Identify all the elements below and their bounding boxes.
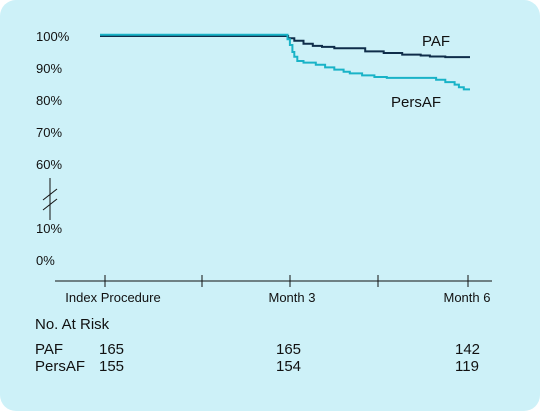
at-risk-persaf-index: 155 xyxy=(99,358,125,375)
at-risk-paf-month6: 142 xyxy=(455,341,481,358)
series-label-paf: PAF xyxy=(422,33,450,50)
y-tick-label-0: 100% xyxy=(36,29,70,44)
x-axis: Index Procedure Month 3 Month 6 xyxy=(55,275,492,305)
y-axis-break xyxy=(42,178,58,220)
y-tick-label-6: 0% xyxy=(36,253,55,268)
series-line-persaf xyxy=(100,33,470,91)
at-risk-persaf-month6: 119 xyxy=(455,358,479,375)
series-lines xyxy=(100,33,470,91)
at-risk-paf-index: 165 xyxy=(99,341,125,358)
y-tick-label-4: 60% xyxy=(36,157,62,172)
y-axis-break-slash-top xyxy=(42,188,58,201)
at-risk-title: No. At Risk xyxy=(35,316,110,333)
y-tick-label-2: 80% xyxy=(36,93,62,108)
y-tick-label-1: 90% xyxy=(36,61,62,76)
series-label-persaf: PersAF xyxy=(391,94,441,111)
at-risk-row-label-persaf: PersAF xyxy=(35,358,86,375)
at-risk-row-label-paf: PAF xyxy=(35,341,64,358)
x-tick-label-month-6: Month 6 xyxy=(444,290,491,305)
at-risk-paf-month3: 165 xyxy=(276,341,302,358)
y-tick-label-3: 70% xyxy=(36,125,62,140)
y-tick-label-5: 10% xyxy=(36,221,62,236)
x-tick-label-index: Index Procedure xyxy=(65,290,160,305)
x-tick-label-month-3: Month 3 xyxy=(269,290,316,305)
y-axis-ticks: 100% 90% 80% 70% 60% 10% 0% xyxy=(36,29,70,268)
at-risk-persaf-month3: 154 xyxy=(276,358,302,375)
y-axis-break-slash-bottom xyxy=(42,198,58,211)
series-line-paf xyxy=(100,35,470,59)
